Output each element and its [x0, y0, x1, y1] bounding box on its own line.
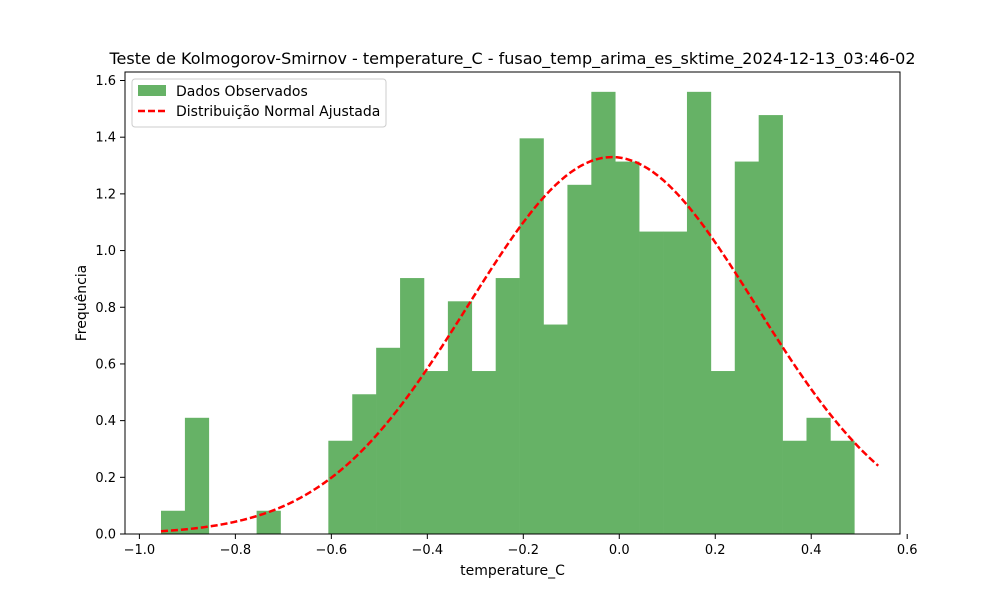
- histogram-bar: [710, 371, 736, 534]
- histogram-bar: [830, 440, 855, 534]
- histogram-bar: [423, 371, 449, 534]
- histogram-bar: [615, 161, 640, 534]
- y-tick-label: 0.6: [95, 357, 116, 372]
- histogram-bar: [400, 278, 425, 534]
- histogram-bar: [376, 347, 401, 534]
- histogram-bar: [591, 91, 616, 535]
- legend-label-histogram: Dados Observados: [176, 84, 308, 100]
- chart-title: Teste de Kolmogorov-Smirnov - temperatur…: [108, 49, 915, 69]
- y-tick-label: 1.4: [95, 131, 116, 146]
- normal-fit-line: [160, 155, 880, 533]
- y-axis: 0.0 0.2 0.4 0.6 0.8 1.0 1.2 1.4 1.6: [95, 74, 125, 543]
- histogram-bar: [184, 417, 210, 534]
- x-tick-label: −1.0: [124, 543, 156, 558]
- y-tick-label: 0.2: [95, 471, 116, 486]
- histogram-bar: [686, 91, 712, 535]
- x-tick-label: −0.6: [316, 543, 348, 558]
- y-tick-label: 0.0: [95, 528, 116, 543]
- histogram-bars: [160, 91, 855, 535]
- histogram-bar: [495, 278, 520, 534]
- x-tick-label: 0.4: [801, 543, 822, 558]
- y-axis-label: Frequência: [74, 265, 90, 342]
- histogram-bar: [160, 510, 186, 534]
- histogram-bar: [447, 301, 473, 534]
- legend-label-normal-curve: Distribuição Normal Ajustada: [176, 104, 380, 120]
- histogram-bar: [639, 231, 664, 535]
- legend-box: [131, 78, 387, 128]
- legend-swatch-histogram: [138, 85, 166, 96]
- normal-fit-curve: [160, 155, 880, 533]
- histogram-bar: [352, 394, 377, 534]
- histogram-bar: [543, 324, 568, 534]
- histogram-bar: [663, 231, 688, 535]
- histogram-bar: [567, 184, 592, 534]
- y-tick-label: 0.4: [95, 414, 116, 429]
- histogram-bar: [256, 510, 281, 534]
- histogram-bar: [519, 138, 544, 535]
- histogram-bar: [758, 115, 783, 534]
- x-tick-label: −0.2: [508, 543, 540, 558]
- x-tick-label: 0.0: [609, 543, 630, 558]
- x-tick-label: −0.4: [412, 543, 444, 558]
- y-tick-label: 1.6: [95, 74, 116, 89]
- x-axis-label: temperature_C: [460, 563, 565, 579]
- x-tick-label: −0.8: [220, 543, 252, 558]
- plot-frame: [124, 71, 901, 535]
- histogram-bar: [471, 371, 496, 534]
- x-tick-label: 0.6: [897, 543, 918, 558]
- x-tick-label: 0.2: [705, 543, 726, 558]
- histogram-bar: [806, 417, 831, 534]
- x-axis: −1.0 −0.8 −0.6 −0.4 −0.2 0.0 0.2 0.4 0.6: [124, 534, 918, 558]
- y-tick-label: 1.0: [95, 244, 116, 259]
- histogram-bar: [328, 440, 353, 534]
- legend: Dados Observados Distribuição Normal Aju…: [131, 78, 387, 128]
- histogram-bar: [734, 161, 759, 534]
- y-tick-label: 1.2: [95, 187, 116, 202]
- histogram-bar: [782, 440, 807, 534]
- y-tick-label: 0.8: [95, 301, 116, 316]
